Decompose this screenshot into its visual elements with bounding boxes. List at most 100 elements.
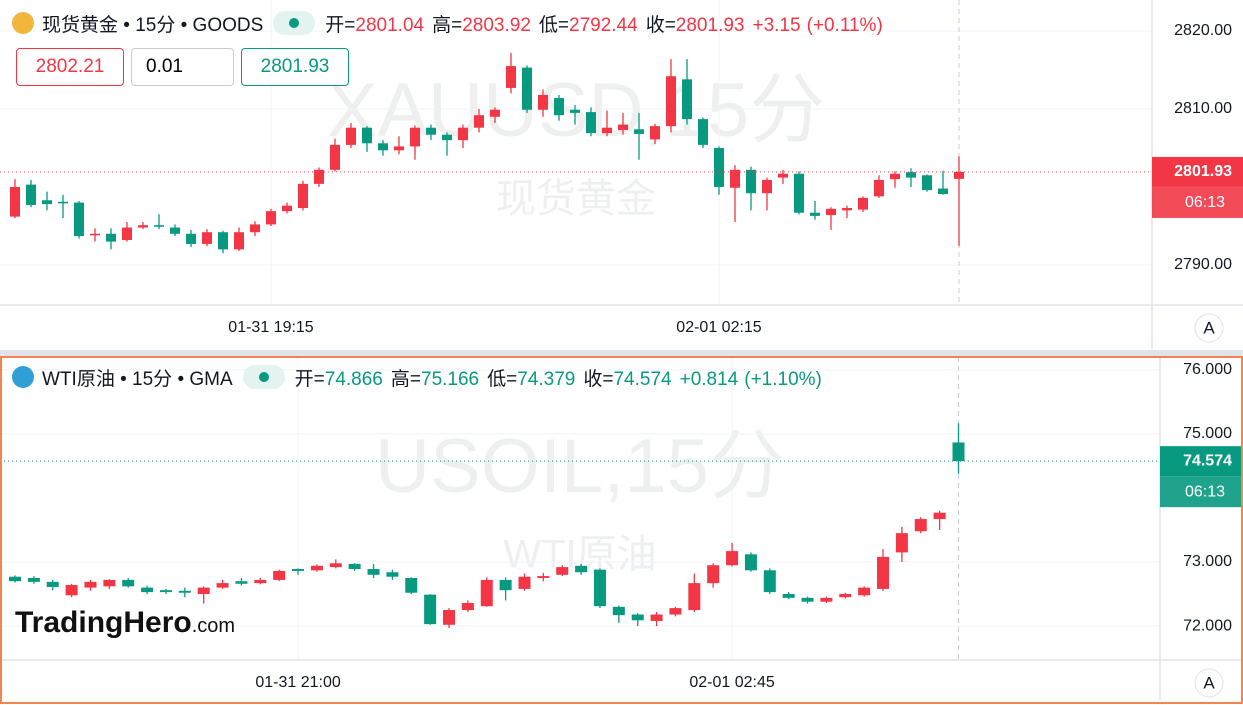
candlestick-chart: XAUUSD,15分现货黄金2790.002810.002820.0001-31… [0, 0, 1243, 350]
candle-body [518, 576, 531, 589]
candle-body [794, 173, 804, 213]
candle-body [138, 225, 148, 228]
candle-body [954, 171, 964, 179]
candle-body [877, 556, 890, 589]
active-panel-border [0, 356, 1243, 704]
ohlc-label: 收= [645, 14, 676, 36]
ohlc-value: 2801.93 [675, 14, 745, 36]
status-pill [273, 11, 316, 35]
ohlc-value: 75.166 [421, 368, 480, 390]
price-label-bg [1160, 446, 1243, 477]
button-circle [1194, 668, 1224, 698]
auto-scale-button[interactable]: A [1194, 668, 1224, 698]
symbol-title: WTI原油 • 15分 • GMA [42, 368, 233, 390]
candle-body [698, 119, 708, 145]
candle-body [292, 569, 305, 571]
candle-body [90, 233, 100, 236]
candle-body [141, 587, 154, 593]
ohlc-value: 2803.92 [462, 14, 531, 36]
candle-body [480, 579, 493, 607]
candle-body [154, 225, 164, 227]
symbol-title: 现货黄金 • 15分 • GOODS [42, 14, 264, 36]
candle-body [74, 202, 84, 237]
candle-body [612, 606, 625, 616]
candle-body [650, 614, 663, 621]
candle-body [458, 127, 468, 141]
candle-body [801, 597, 814, 602]
candle-body [726, 551, 739, 566]
panel-separator [0, 350, 1243, 356]
candle-body [634, 129, 644, 134]
ohlc-value: 74.574 [613, 368, 672, 390]
candle-body [202, 232, 212, 244]
candle-body [273, 570, 286, 580]
candle-body [314, 169, 324, 184]
candle-body [688, 583, 701, 611]
candle-body [922, 175, 932, 191]
y-tick-label: 2810.00 [1174, 100, 1232, 117]
candle-body [367, 569, 380, 575]
sell-price-box[interactable]: 2802.21 [16, 48, 124, 86]
logo-name: TradingHero [15, 606, 192, 639]
candle-body [122, 579, 135, 587]
candle-body [26, 184, 36, 205]
x-tick-label: 02-01 02:45 [689, 674, 775, 691]
candle-body [197, 587, 210, 595]
candle-body [730, 169, 740, 188]
countdown-bg [1160, 476, 1243, 508]
button-label: A [1203, 673, 1215, 692]
candle-body [282, 205, 292, 212]
y-tick-label: 73.000 [1183, 553, 1232, 570]
candle-body [329, 563, 342, 568]
candle-body [826, 208, 836, 216]
candle-body [763, 570, 776, 593]
candle-body [362, 127, 372, 144]
candle-body [490, 109, 500, 117]
candle-body [744, 554, 757, 571]
ohlc-label: 收= [583, 368, 614, 390]
candle-body [218, 232, 228, 250]
candle-body [103, 579, 116, 587]
candle-body [666, 76, 676, 127]
candle-body [810, 212, 820, 216]
buy-price-box[interactable]: 2801.93 [241, 48, 349, 86]
candle-body [330, 144, 340, 170]
candle-body [254, 579, 267, 584]
candlestick-chart: USOIL,15分WTI原油72.00073.00075.00076.00001… [0, 357, 1243, 700]
candle-body [266, 211, 276, 225]
x-tick-label: 01-31 21:00 [255, 674, 341, 691]
candle-body [235, 581, 248, 584]
auto-scale-button[interactable]: A [1194, 313, 1224, 343]
candle-body [707, 565, 720, 584]
button-label: A [1203, 318, 1215, 337]
candle-body [394, 146, 404, 151]
candle-body [858, 587, 871, 596]
candle-body [298, 183, 308, 209]
candle-body [895, 533, 908, 553]
candle-body [186, 233, 196, 244]
candle-body [842, 208, 852, 211]
ohlc-label: 开= [294, 368, 325, 390]
countdown-label: 06:13 [1185, 194, 1225, 211]
candle-body [938, 188, 948, 194]
x-tick-label: 02-01 02:15 [676, 319, 762, 336]
change-percent: (+1.10%) [744, 368, 822, 390]
change-percent: (+0.11%) [806, 14, 883, 36]
candle-body [10, 186, 20, 217]
price-label-bg [1152, 156, 1243, 187]
candle-body [890, 173, 900, 180]
candle-body [554, 98, 564, 116]
candle-body [858, 197, 868, 210]
candle-body [250, 224, 260, 233]
candle-body [442, 134, 452, 141]
candle-body [682, 79, 692, 120]
candle-body [952, 442, 965, 462]
candle-body [778, 173, 788, 178]
candle-body [537, 576, 550, 579]
candle-body [618, 124, 628, 131]
quantity-input[interactable]: 0.01 [131, 48, 234, 86]
candle-body [58, 201, 68, 204]
candle-body [65, 585, 78, 596]
